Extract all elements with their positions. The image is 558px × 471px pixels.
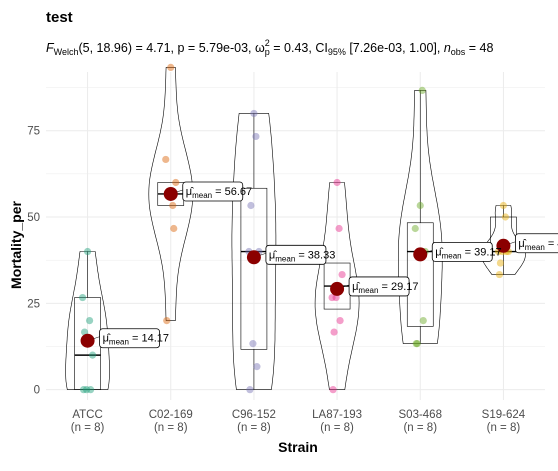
data-point xyxy=(249,340,257,348)
mean-markers xyxy=(80,186,511,348)
data-point xyxy=(250,109,258,118)
data-point xyxy=(413,340,421,348)
data-point xyxy=(88,351,97,359)
mean-marker xyxy=(330,281,345,296)
chart-title: test xyxy=(46,9,73,26)
box-iqr xyxy=(406,222,434,327)
mean-label: μ̂mean = 14.17 xyxy=(103,333,169,347)
data-point xyxy=(335,224,343,233)
y-tick-label: 50 xyxy=(27,212,40,224)
data-point xyxy=(333,178,341,187)
data-point xyxy=(170,224,178,233)
x-axis-ticks: ATCC(n = 8)C02-169(n = 8)C96-152(n = 8)L… xyxy=(71,409,526,434)
y-axis-ticks: 0 25 50 75 xyxy=(27,126,40,397)
data-point xyxy=(78,293,87,302)
x-axis-title: Strain xyxy=(278,439,318,455)
data-point xyxy=(169,201,177,210)
data-points xyxy=(78,63,513,394)
mean-label-leader xyxy=(426,250,433,253)
data-point xyxy=(329,386,337,394)
data-point xyxy=(330,328,338,336)
grid xyxy=(46,72,545,400)
data-point xyxy=(338,270,346,279)
data-point xyxy=(336,316,344,325)
x-tick-label: S03-468 xyxy=(399,409,442,421)
mean-label-box xyxy=(99,328,160,349)
data-point xyxy=(85,316,94,325)
data-point xyxy=(163,316,171,325)
data-point xyxy=(501,213,510,221)
data-point xyxy=(79,386,88,394)
mean-label: μ̂mean = 29.17 xyxy=(352,281,418,295)
x-tick-count: (n = 8) xyxy=(320,422,354,434)
data-point xyxy=(495,270,504,279)
mean-label: μ̂mean = 56.67 xyxy=(186,186,252,200)
mean-label: μ̂mean = 41.67 xyxy=(518,238,558,252)
x-tick-count: (n = 8) xyxy=(237,422,271,434)
x-tick-label: ATCC xyxy=(72,409,102,421)
x-tick-label: C02-169 xyxy=(149,409,193,421)
y-tick-label: 0 xyxy=(34,385,40,397)
data-point xyxy=(418,86,426,95)
data-point xyxy=(247,201,255,210)
violin-C96-152 xyxy=(231,113,277,390)
mean-marker xyxy=(496,238,511,253)
mean-label-leader xyxy=(509,241,516,245)
mean-label-box xyxy=(515,233,558,254)
mean-label: μ̂mean = 38.33 xyxy=(269,249,335,263)
mean-labels: μ̂mean = 14.17 μ̂mean = 56.67 μ̂mean = 38.… xyxy=(93,181,558,349)
mean-marker xyxy=(413,247,428,262)
data-point xyxy=(416,201,424,210)
x-tick-label: S19-624 xyxy=(482,409,526,421)
mean-label-box xyxy=(431,242,493,262)
x-tick-count: (n = 8) xyxy=(487,422,521,434)
mean-marker xyxy=(246,250,261,265)
data-point xyxy=(82,386,91,394)
data-point xyxy=(253,363,261,371)
x-tick-count: (n = 8) xyxy=(154,422,188,434)
data-point xyxy=(162,155,170,164)
mean-label-leader xyxy=(93,336,100,339)
x-tick-label: C96-152 xyxy=(232,409,276,421)
data-point xyxy=(172,178,180,187)
data-point xyxy=(412,340,420,348)
mean-marker xyxy=(163,186,178,201)
mean-label-box xyxy=(265,244,327,265)
mean-label-box xyxy=(348,276,410,297)
violin-C02-169 xyxy=(148,67,194,321)
y-tick-label: 75 xyxy=(27,126,40,138)
data-point xyxy=(167,63,175,72)
mean-marker xyxy=(80,333,95,348)
y-axis-title: Mortality_per xyxy=(8,200,24,288)
x-tick-count: (n = 8) xyxy=(71,422,105,434)
chart-subtitle: FWelch(5, 18.96) = 4.71, p = 5.79e-03, ω… xyxy=(46,38,494,57)
data-point xyxy=(411,224,419,233)
mean-label-leader xyxy=(259,253,266,256)
violin-LA87-193 xyxy=(314,182,360,390)
box-iqr xyxy=(240,187,268,350)
x-tick-count: (n = 8) xyxy=(403,422,437,434)
data-point xyxy=(83,247,92,256)
data-point xyxy=(496,259,505,267)
x-tick-label: LA87-193 xyxy=(312,409,362,421)
data-point xyxy=(328,293,336,302)
data-point xyxy=(252,132,260,141)
mean-label-box xyxy=(182,181,244,202)
data-point xyxy=(419,316,427,325)
y-tick-label: 25 xyxy=(27,298,40,310)
data-point xyxy=(86,386,95,394)
mean-label-leader xyxy=(343,284,350,288)
mean-label: μ̂mean = 39.17 xyxy=(435,246,501,260)
data-point xyxy=(246,386,254,394)
mean-label-leader xyxy=(176,189,183,193)
data-point xyxy=(499,201,508,210)
